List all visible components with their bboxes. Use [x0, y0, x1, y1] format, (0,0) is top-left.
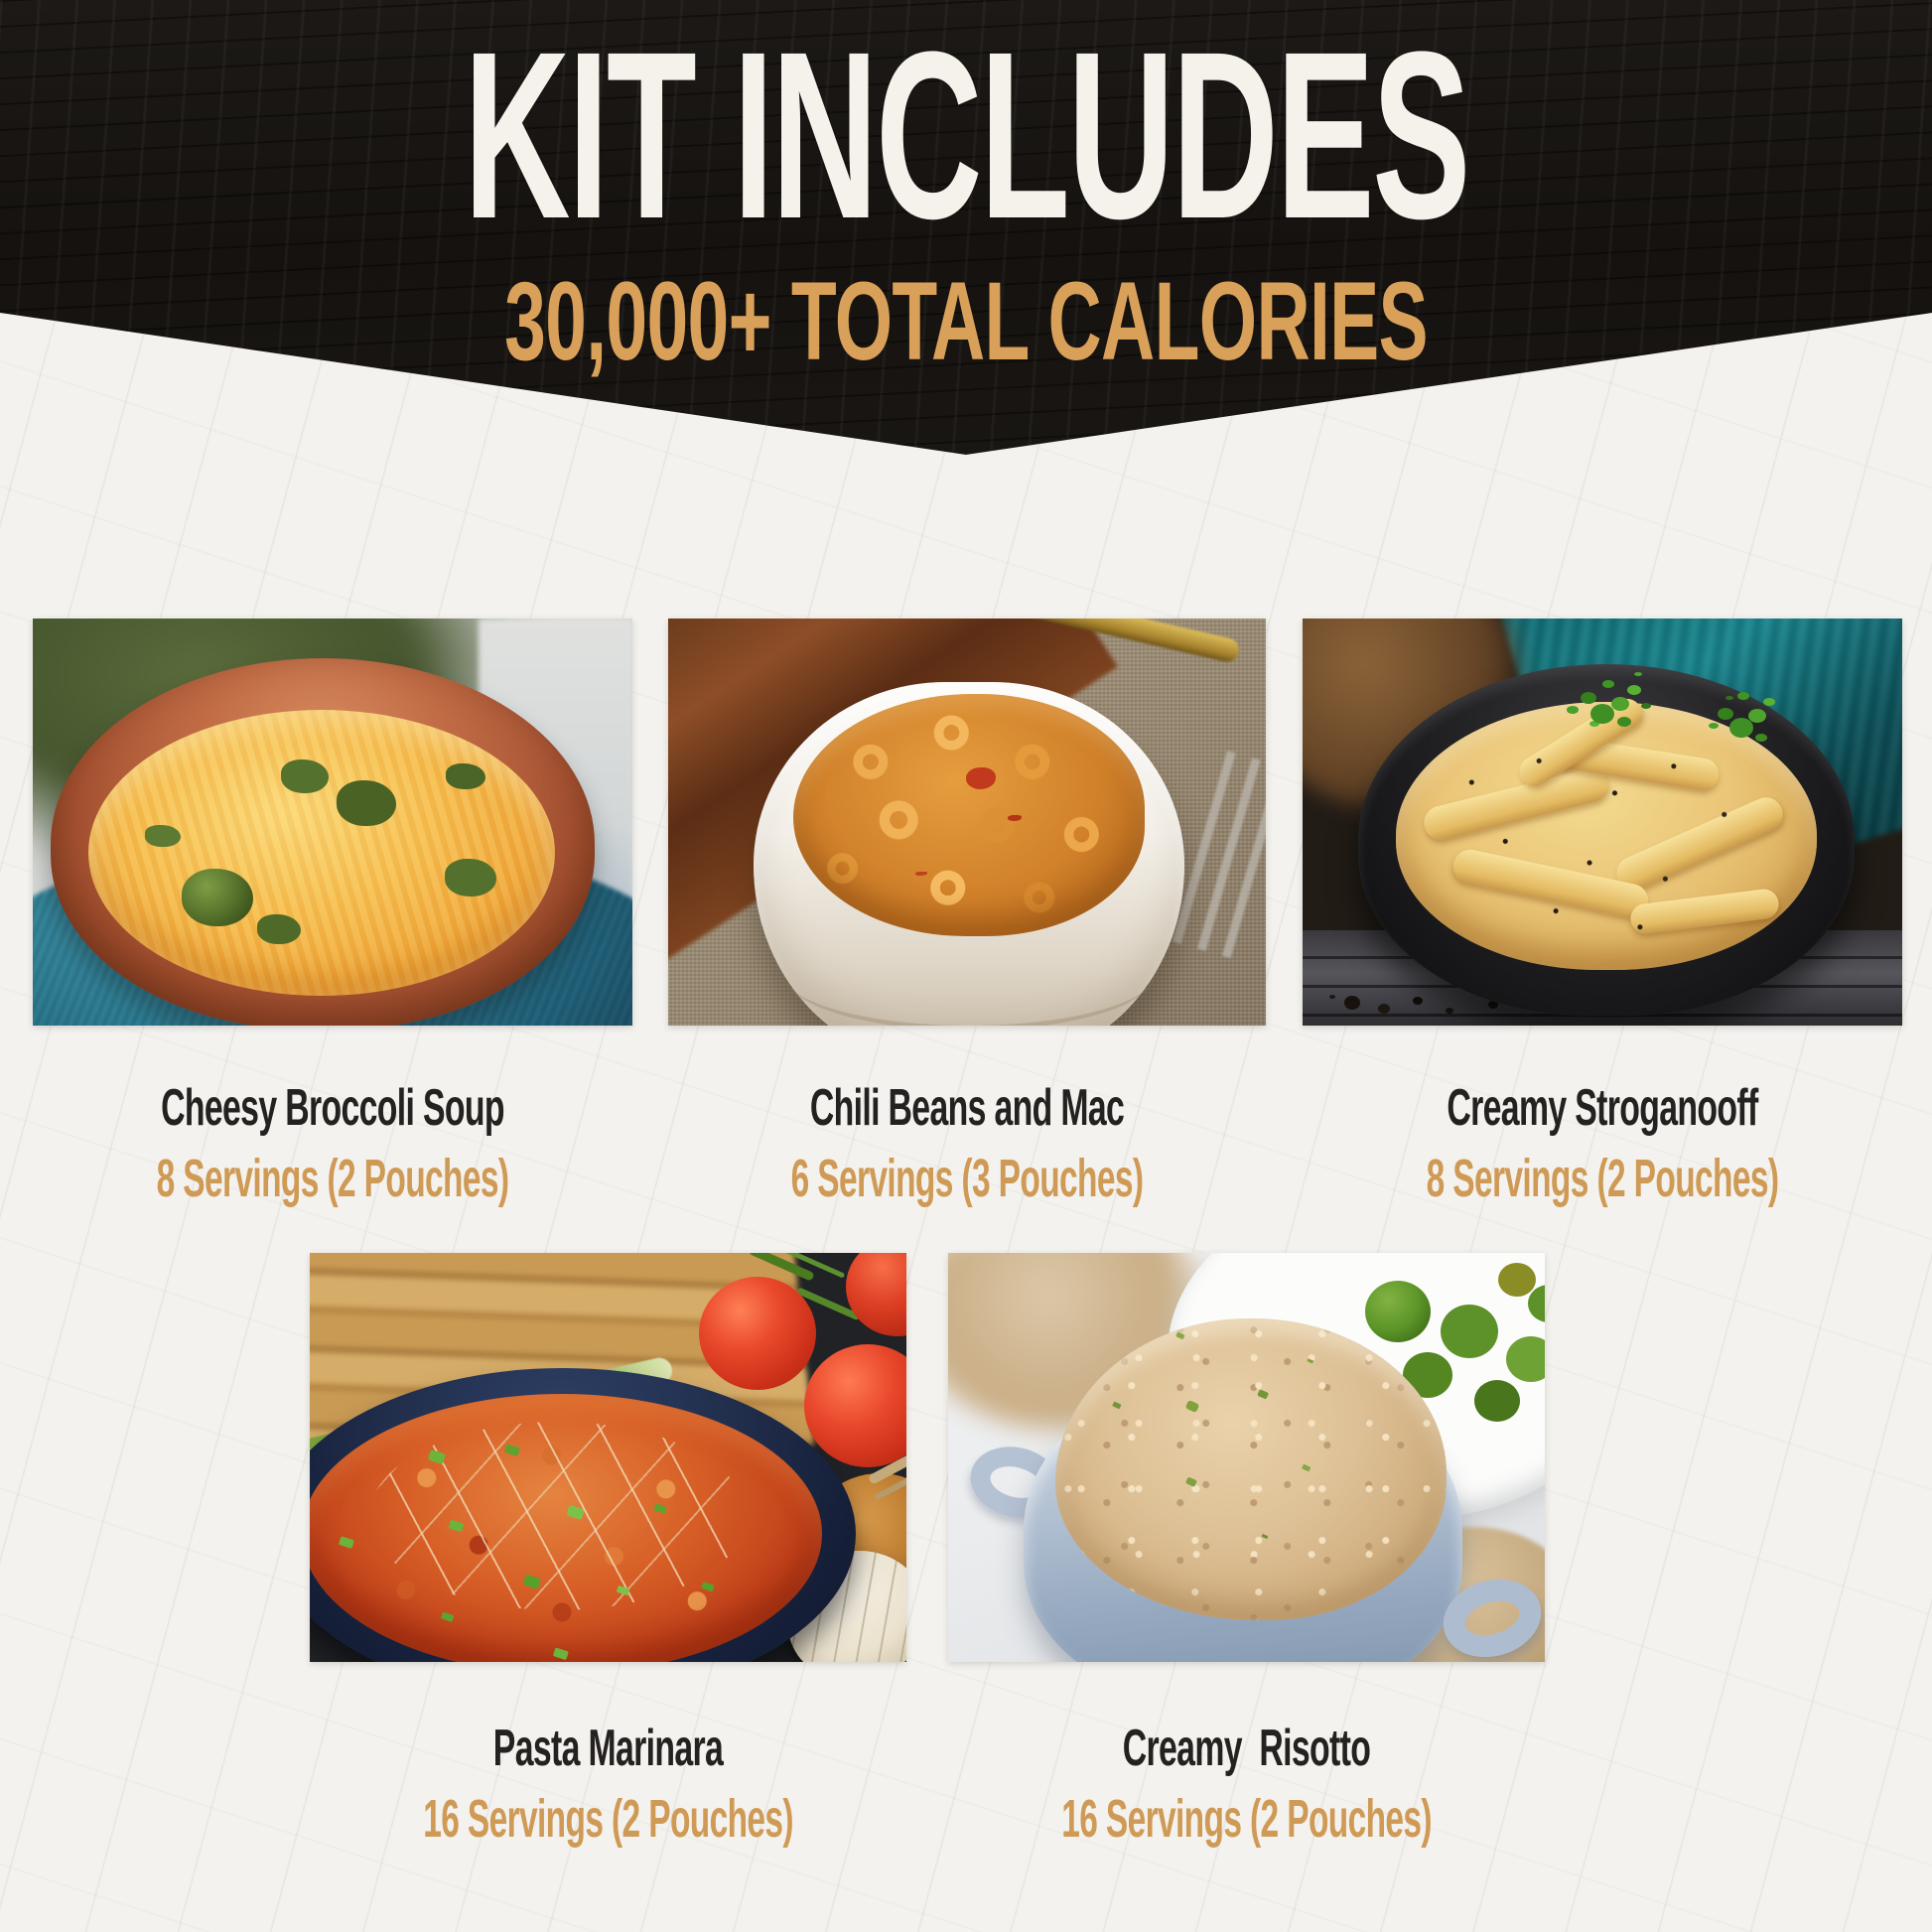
chili-beans-and-mac-photo [668, 619, 1266, 1026]
caption-creamy-stroganoff: Creamy Stroganooff 8 Servings (2 Pouches… [1303, 1082, 1902, 1205]
caption-creamy-risotto: Creamy Risotto 16 Servings (2 Pouches) [948, 1723, 1545, 1846]
item-servings: 8 Servings (2 Pouches) [156, 1149, 509, 1208]
tomato [699, 1277, 816, 1390]
caption-chili-beans-and-mac: Chili Beans and Mac 6 Servings (3 Pouche… [668, 1082, 1266, 1205]
item-name: Pasta Marinara [492, 1720, 724, 1777]
caption-cheesy-broccoli-soup: Cheesy Broccoli Soup 8 Servings (2 Pouch… [33, 1082, 632, 1205]
pasta-marinara-photo [310, 1253, 906, 1662]
tomato [804, 1344, 906, 1467]
broccoli-florets [182, 869, 253, 926]
fork-tines [1172, 751, 1266, 963]
item-servings: 16 Servings (2 Pouches) [423, 1789, 793, 1849]
page-title: KIT INCLUDES [464, 2, 1470, 268]
chili-pepper-flecks [966, 767, 996, 789]
macaroni-pile [793, 694, 1145, 936]
item-servings: 8 Servings (2 Pouches) [1426, 1149, 1779, 1208]
parsley-garnish [1729, 718, 1753, 738]
item-servings: 6 Servings (3 Pouches) [790, 1149, 1144, 1208]
tomato [846, 1253, 906, 1336]
caption-pasta-marinara: Pasta Marinara 16 Servings (2 Pouches) [310, 1723, 906, 1846]
brussels-sprouts [1365, 1281, 1431, 1342]
item-servings: 16 Servings (2 Pouches) [1061, 1789, 1432, 1849]
total-calories-subtitle: 30,000+ TOTAL CALORIES [504, 259, 1428, 383]
parmesan-shreds [369, 1422, 747, 1610]
black-pepper-specks [1396, 702, 1817, 970]
creamy-stroganoff-photo [1303, 619, 1902, 1026]
cheesy-broccoli-soup-photo [33, 619, 632, 1026]
risotto-mound [1055, 1318, 1447, 1620]
item-name: Cheesy Broccoli Soup [161, 1079, 504, 1137]
header-banner: KIT INCLUDES 30,000+ TOTAL CALORIES [0, 0, 1932, 455]
parsley-garnish [1590, 704, 1614, 724]
item-name: Creamy Stroganooff [1447, 1079, 1758, 1137]
creamy-risotto-photo [948, 1253, 1545, 1662]
item-name: Chili Beans and Mac [809, 1079, 1125, 1137]
peppercorns [1344, 996, 1360, 1010]
cheese-soup [88, 710, 555, 996]
item-name: Creamy Risotto [1122, 1720, 1371, 1777]
